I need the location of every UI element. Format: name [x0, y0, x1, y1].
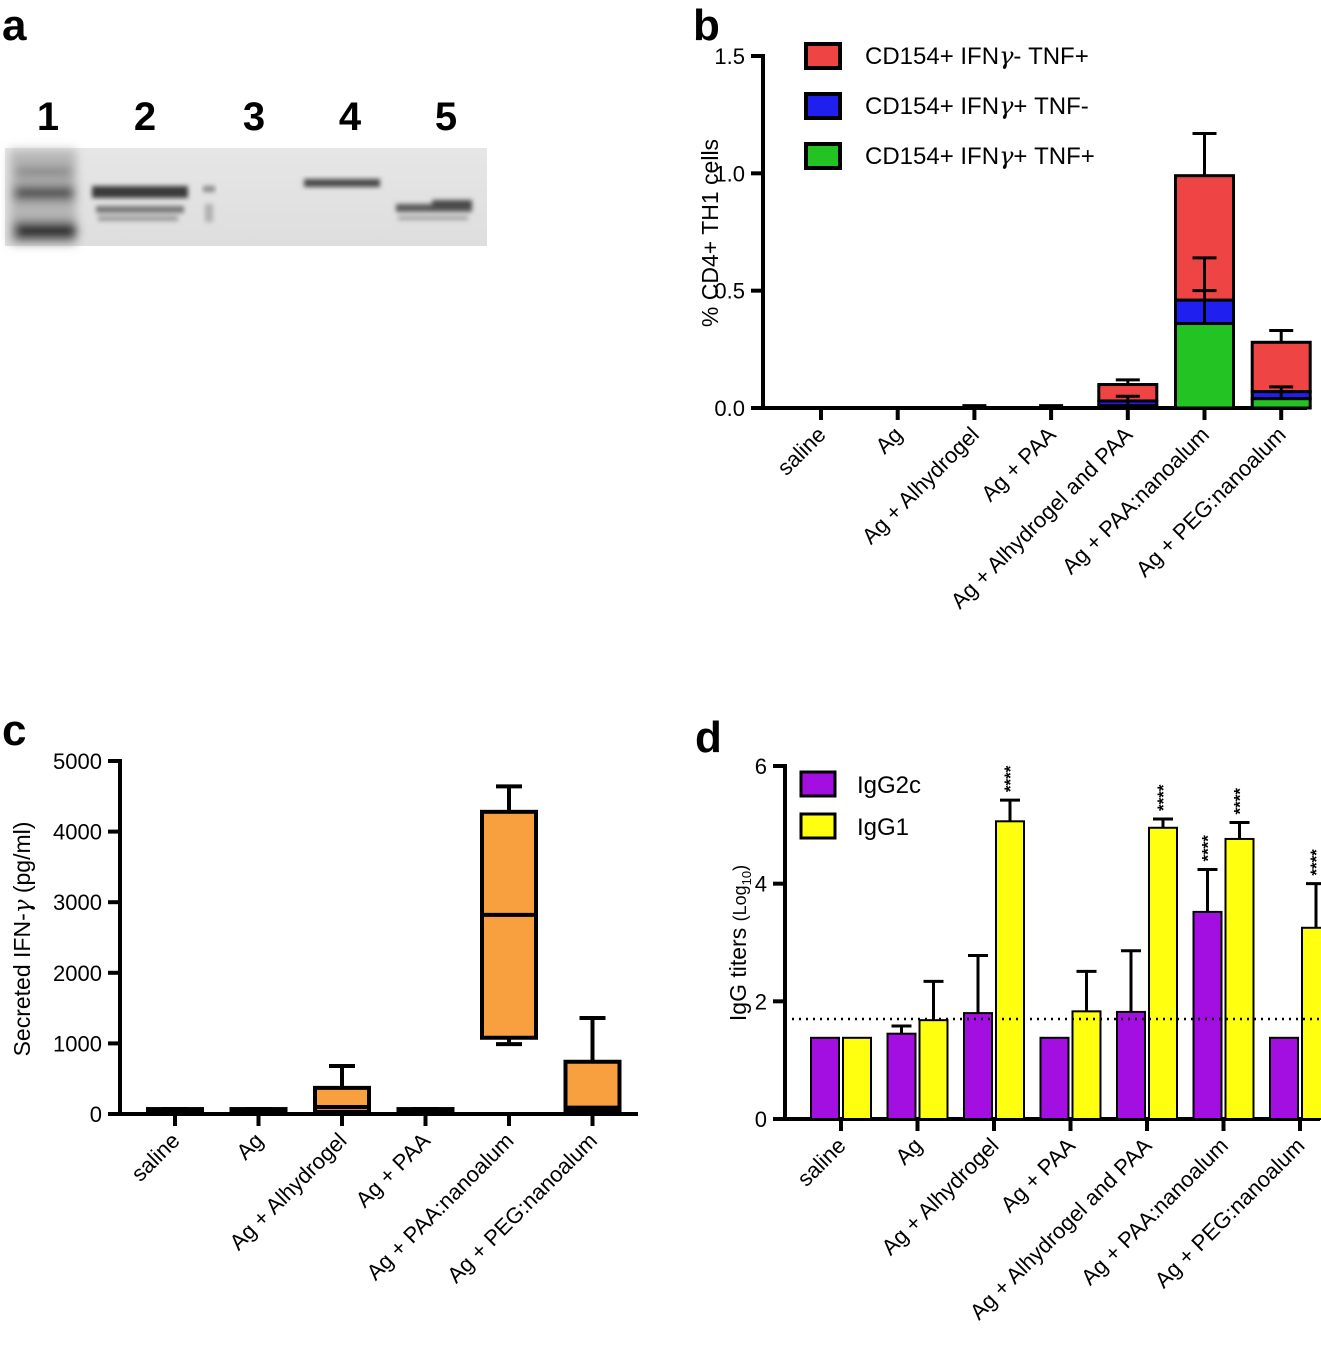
bar — [1039, 1036, 1070, 1121]
panel-c-ytick-label: 3000 — [53, 890, 102, 915]
panel-d-ylabel: IgG titers (Log10) — [725, 865, 754, 1021]
box — [563, 1059, 622, 1113]
panel-b-ytick-label: 0.5 — [714, 279, 745, 304]
panel-c-label: c — [2, 706, 26, 755]
panel-d-category-label: Ag — [890, 1133, 927, 1170]
panel-c-category-label: Ag — [231, 1128, 268, 1165]
significance-marker: **** — [1154, 784, 1173, 811]
bar — [995, 820, 1025, 1120]
panel-b-category-label: saline — [772, 422, 830, 480]
significance-marker: **** — [1001, 765, 1020, 792]
panel-b-label: b — [693, 1, 720, 50]
panel-c-category-label: Ag + PAA:nanoalum — [361, 1128, 518, 1285]
legend-label: IgG2c — [857, 772, 921, 799]
panel-b-ytick-label: 1.5 — [714, 44, 745, 69]
chart-panel-b: % CD4+ TH1 cells 0.0 0.5 1.0 1.5 saline Ag Ag… — [697, 42, 1312, 614]
panel-d-legend: IgG2c IgG1 — [799, 770, 921, 841]
bar — [1148, 826, 1178, 1121]
legend-label: IgG1 — [857, 814, 909, 841]
bar — [810, 1036, 840, 1121]
panel-b-legend: CD154+ IFNγ- TNF+ CD154+ IFNγ+ TNF- CD154+… — [804, 42, 1095, 170]
lane-label-4: 4 — [339, 95, 362, 139]
bar — [1071, 1010, 1102, 1121]
panel-b-bars — [962, 131, 1312, 410]
panel-d-bars: **** **** **** **** **** — [785, 765, 1321, 1121]
panel-d-ytick-label: 6 — [755, 754, 767, 779]
lane-label-3: 3 — [243, 95, 265, 139]
significance-marker: **** — [1231, 788, 1250, 815]
gel-image — [5, 148, 487, 246]
lane-label-1: 1 — [37, 95, 59, 139]
legend-label: CD154+ IFNγ- TNF+ — [865, 42, 1089, 70]
panel-b-ytick-label: 1.0 — [714, 161, 745, 186]
legend-label: CD154+ IFNγ+ TNF- — [865, 92, 1089, 120]
legend-swatch — [804, 92, 842, 120]
legend-swatch — [799, 770, 837, 798]
bar — [886, 1032, 917, 1120]
bar — [1301, 926, 1321, 1121]
panel-d-category-label: Ag + PEG:nanoalum — [1150, 1133, 1310, 1293]
bar — [963, 1012, 993, 1120]
panel-c-ytick-label: 5000 — [53, 749, 102, 774]
panel-c-category-label: Ag + PAA — [351, 1128, 436, 1213]
legend-label: CD154+ IFNγ+ TNF+ — [865, 142, 1095, 170]
panel-d-category-label: saline — [792, 1133, 850, 1191]
panel-a-label: a — [2, 1, 27, 50]
panel-c-axes: 0 1000 2000 3000 4000 5000 — [53, 749, 638, 1127]
panel-c-category-label: saline — [126, 1128, 184, 1186]
legend-swatch — [799, 812, 837, 840]
panel-b-category-label: Ag + PAA:nanoalum — [1057, 422, 1214, 579]
significance-marker: **** — [1199, 835, 1218, 862]
panel-c-ytick-label: 1000 — [53, 1031, 102, 1056]
panel-c-ylabel: Secreted IFN-γ (pg/ml) — [9, 822, 36, 1057]
panel-d-ytick-label: 4 — [755, 872, 767, 897]
panel-d-label: d — [695, 713, 722, 762]
significance-marker: **** — [1307, 849, 1321, 876]
panel-c-ytick-label: 0 — [90, 1102, 102, 1127]
bar — [1116, 1010, 1146, 1121]
panel-c-boxes — [146, 784, 622, 1116]
panel-d-category-label: Ag + PAA:nanoalum — [1076, 1133, 1233, 1290]
panel-b-axes: 0.0 0.5 1.0 1.5 — [714, 44, 1307, 421]
bar — [1192, 910, 1223, 1121]
legend-swatch — [804, 42, 842, 70]
bar — [842, 1036, 872, 1121]
lane-label-5: 5 — [435, 95, 457, 139]
chart-panel-c: Secreted IFN-γ (pg/ml) 0 1000 2000 3000 4000… — [9, 749, 638, 1288]
panel-b-category-label: Ag — [871, 422, 908, 459]
panel-d-ytick-label: 0 — [755, 1107, 767, 1132]
legend-swatch — [804, 142, 842, 170]
panel-b-category-label: Ag + PEG:nanoalum — [1131, 422, 1291, 582]
panel-c-category-label: Ag + PEG:nanoalum — [442, 1128, 602, 1288]
panel-c-ytick-label: 2000 — [53, 961, 102, 986]
panel-d-ytick-label: 2 — [755, 989, 767, 1014]
stacked-bar-segment — [1174, 322, 1235, 410]
panel-c-ytick-label: 4000 — [53, 820, 102, 845]
bar — [918, 1019, 949, 1120]
bar — [1269, 1036, 1299, 1121]
gel-lane-labels: 1 2 3 4 5 — [37, 95, 457, 139]
bar — [1224, 837, 1255, 1120]
panel-b-ylabel: % CD4+ TH1 cells — [697, 139, 723, 327]
lane-label-2: 2 — [134, 95, 156, 139]
stacked-bar-segment — [1250, 340, 1312, 394]
panel-b-ytick-label: 0.0 — [714, 396, 745, 421]
box — [480, 809, 538, 1040]
